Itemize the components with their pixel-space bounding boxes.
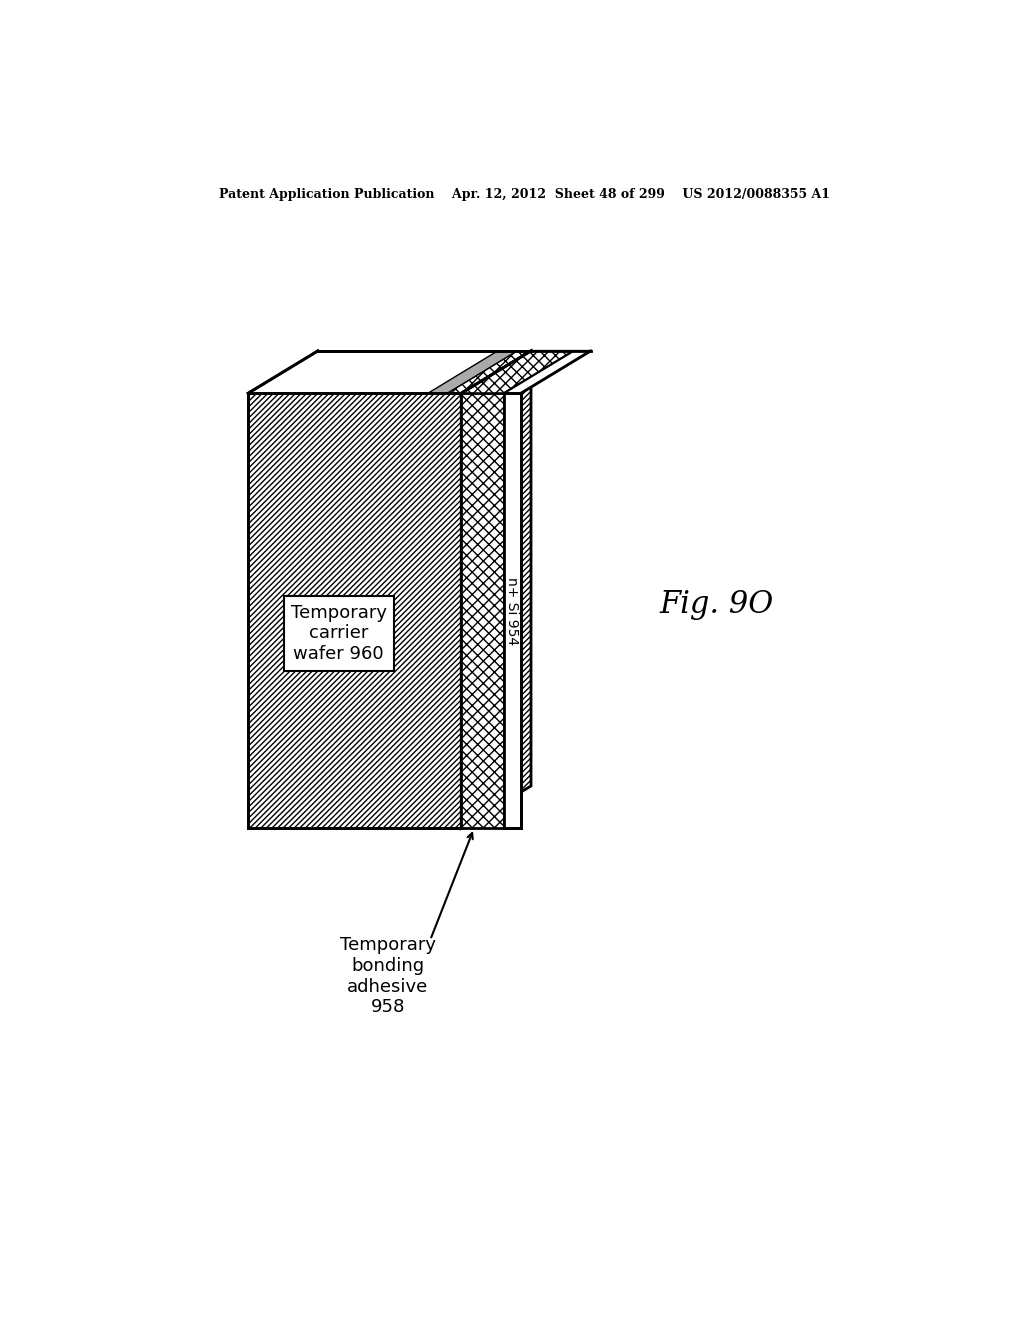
Polygon shape (504, 351, 591, 393)
Text: Temporary
bonding
adhesive
958: Temporary bonding adhesive 958 (340, 936, 435, 1016)
Text: Temporary
carrier
wafer 960: Temporary carrier wafer 960 (291, 603, 387, 663)
Polygon shape (504, 393, 521, 829)
Polygon shape (461, 351, 531, 829)
Polygon shape (447, 351, 531, 393)
Polygon shape (461, 351, 573, 393)
Text: Fig. 9O: Fig. 9O (659, 590, 774, 620)
Polygon shape (461, 393, 504, 829)
Text: n+ Si 954: n+ Si 954 (506, 577, 519, 645)
Text: Patent Application Publication    Apr. 12, 2012  Sheet 48 of 299    US 2012/0088: Patent Application Publication Apr. 12, … (219, 187, 830, 201)
Polygon shape (428, 351, 517, 393)
Polygon shape (248, 393, 461, 829)
Polygon shape (248, 351, 531, 393)
